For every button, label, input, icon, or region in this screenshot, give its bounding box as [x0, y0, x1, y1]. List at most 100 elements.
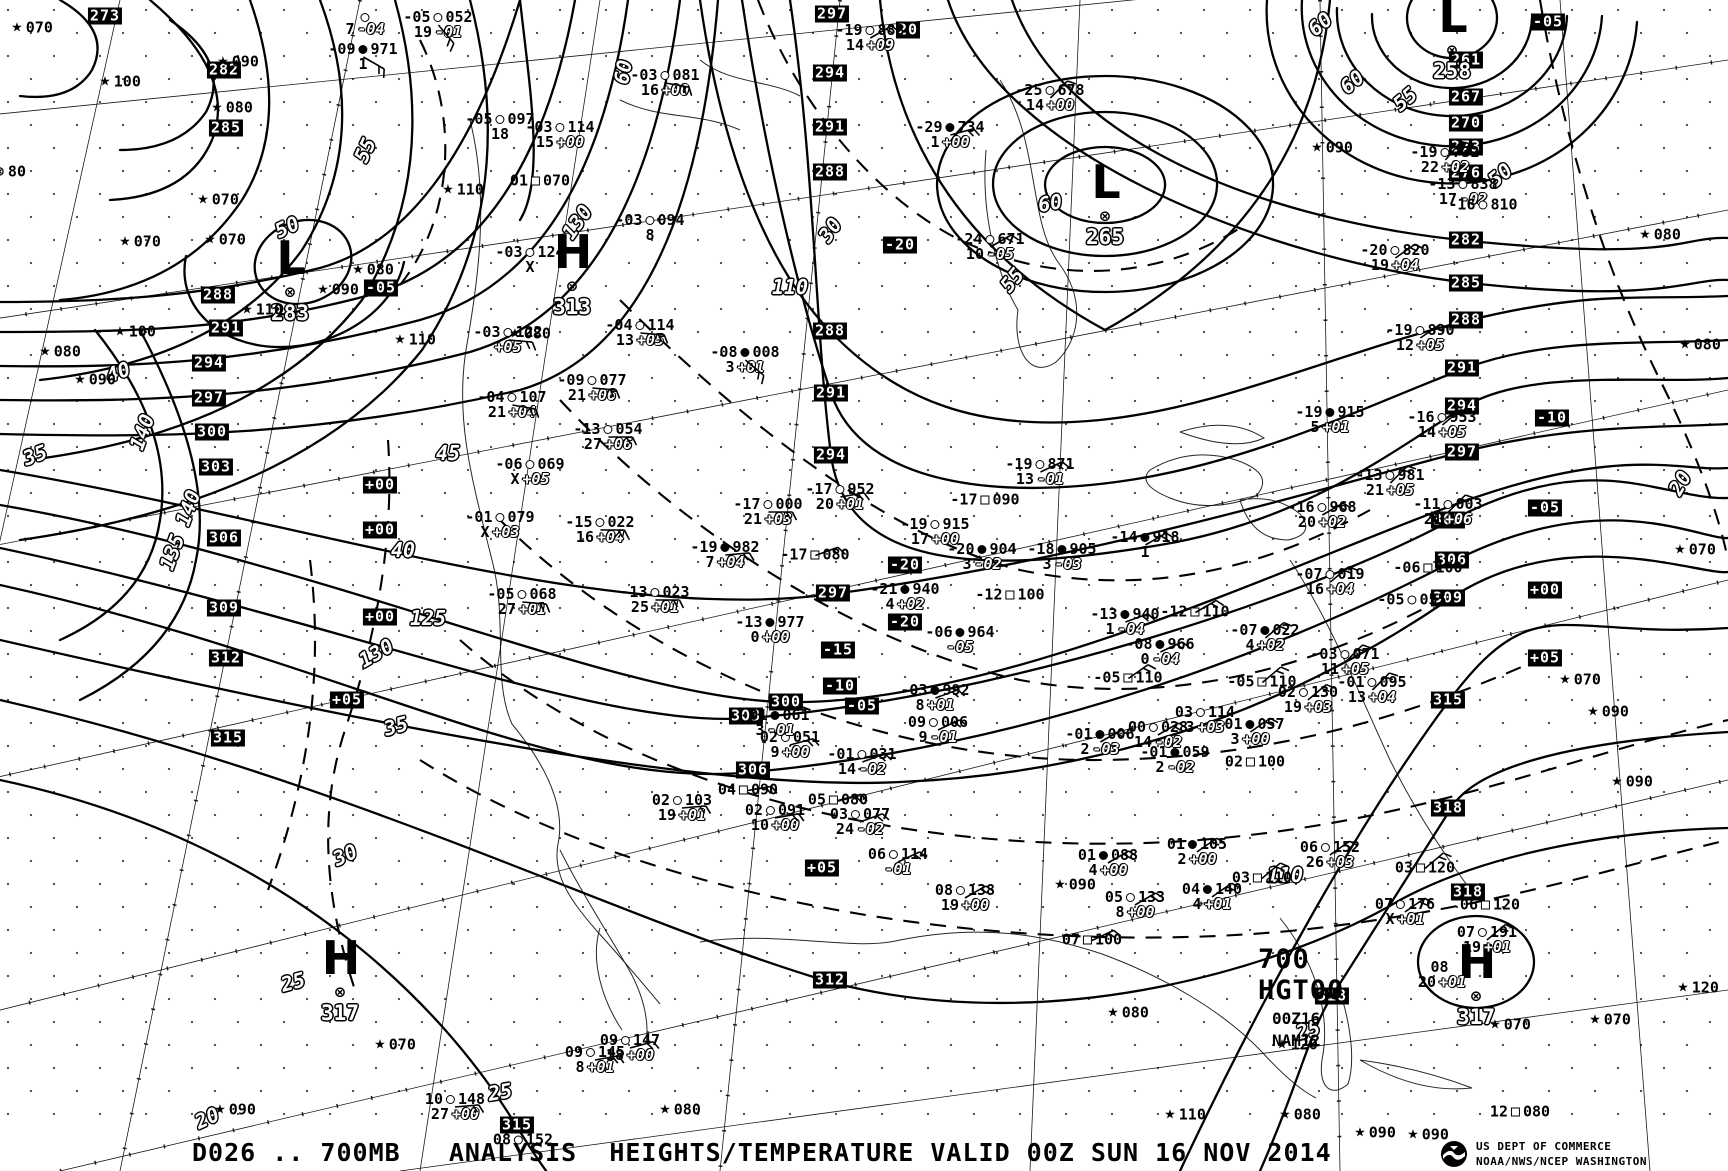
- station-dewpoint: -01: [767, 721, 795, 739]
- station-dewpoint: -01: [884, 860, 912, 878]
- center-glyph: L: [1091, 155, 1120, 209]
- station-wind: 21: [1423, 510, 1442, 528]
- station-plot: ★ 070: [1674, 542, 1716, 558]
- station-dewpoint: +03: [492, 523, 520, 541]
- station-wind: 21: [567, 386, 586, 404]
- station-height: 080: [53, 342, 81, 361]
- station-symbol: [1035, 460, 1045, 469]
- station-symbol: [770, 711, 780, 720]
- station-plot: -21 940 4 +02: [870, 582, 939, 612]
- station-symbol: [495, 513, 505, 522]
- station-plot: ★ 070: [1489, 1017, 1531, 1033]
- station-height: 070: [133, 232, 161, 251]
- station-plot: -01 059 2 -02: [1140, 745, 1209, 775]
- wind-barb-icon: [1211, 882, 1240, 898]
- station-plot: -06 100: [1393, 560, 1462, 576]
- wind-barb-icon: [1099, 729, 1129, 743]
- wind-barb-icon: [861, 753, 892, 763]
- station-dewpoint: +00: [1127, 903, 1155, 921]
- station-symbol: [1320, 843, 1330, 852]
- station-symbol: [445, 1095, 455, 1104]
- station-plot: 05 133 8 +00: [1105, 890, 1165, 920]
- wind-barb-icon: [362, 56, 385, 78]
- station-temp: -06: [495, 455, 523, 473]
- station-dewpoint: +01: [1204, 895, 1232, 913]
- product-level: 700: [1258, 944, 1310, 975]
- station-height: 732: [1452, 143, 1480, 161]
- station-temp: -18: [1027, 540, 1055, 558]
- station-height: 070: [25, 18, 53, 37]
- boxed-label: 297: [1444, 442, 1480, 461]
- station-plot: -09 971 1: [328, 42, 398, 78]
- contour-label: 45: [435, 441, 461, 465]
- station-symbol: [513, 1135, 523, 1145]
- station-height: 070: [1573, 670, 1601, 689]
- station-symbol: [1437, 413, 1447, 422]
- station-height: 070: [388, 1035, 416, 1054]
- station-height: 090: [231, 52, 259, 71]
- wind-barb-icon: [1424, 851, 1452, 869]
- station-symbol: [1367, 678, 1377, 687]
- boxed-label: 300: [194, 422, 230, 441]
- station-temp: -13: [620, 583, 648, 601]
- station-dewpoint: +00: [931, 530, 960, 548]
- station-wind: 16: [575, 528, 594, 546]
- station-symbol-star: ★: [39, 344, 51, 360]
- station-wind: 10: [750, 816, 769, 834]
- center-value: 265: [1086, 225, 1124, 249]
- station-temp: -03: [525, 118, 553, 136]
- station-wind: 27: [497, 600, 516, 618]
- station-wind: 11: [1320, 660, 1339, 678]
- station-dewpoint: +00: [1046, 96, 1075, 114]
- boxed-label: 267: [1448, 87, 1484, 106]
- station-symbol: [955, 886, 965, 895]
- station-plot: 06 114 -01: [868, 847, 928, 877]
- boxed-label: +00: [362, 475, 398, 494]
- wind-barb-icon: [1194, 599, 1224, 613]
- station-plot: 08 20 +01: [1418, 960, 1466, 990]
- boxed-label: 291: [813, 383, 849, 402]
- station-plot: -01 095 13 +04: [1337, 672, 1407, 705]
- wind-barb-icon: [507, 339, 536, 351]
- boxed-label: 300: [768, 692, 804, 711]
- pressure-center-h: H ⊗ 317: [321, 931, 360, 1025]
- station-symbol: [765, 806, 775, 815]
- station-plot: ★ 090: [1611, 774, 1653, 790]
- station-height: 100: [113, 72, 141, 91]
- contour-label: 20: [1663, 466, 1697, 500]
- station-height: 059: [1182, 743, 1210, 761]
- station-symbol: [1443, 500, 1453, 509]
- station-wind: 19: [940, 896, 959, 914]
- station-wind: X: [1385, 910, 1395, 928]
- station-plot: 04 140 4 +01: [1182, 882, 1242, 912]
- station-temp: 01: [509, 171, 528, 190]
- station-temp: -03: [630, 66, 658, 84]
- station-height: 090: [331, 280, 359, 299]
- station-dewpoint: +06: [604, 435, 633, 453]
- station-plot: -06 069 X +05: [495, 457, 564, 487]
- temperature-contours: [267, 0, 1728, 991]
- station-temp: -01: [465, 508, 493, 526]
- station-wind: 4: [1192, 895, 1202, 913]
- station-symbol: [1245, 720, 1255, 729]
- station-wind: 1: [1105, 620, 1115, 638]
- station-temp: -05: [465, 110, 493, 128]
- station-height: 147: [632, 1031, 661, 1049]
- center-fix-icon: ⊗: [565, 277, 579, 295]
- wind-barb-icon: [1049, 80, 1076, 99]
- station-dewpoint: +00: [762, 628, 790, 646]
- station-symbol: [555, 123, 565, 132]
- station-wind: 13: [1015, 470, 1034, 488]
- boxed-label: 315: [210, 728, 246, 747]
- station-plot: -03 081 16 +00: [630, 68, 699, 98]
- station-temp: -19: [900, 515, 928, 533]
- station-temp: -04: [605, 316, 633, 334]
- station-temp: 06: [1459, 895, 1478, 914]
- boxed-label: 297: [191, 388, 227, 407]
- station-wind: 22: [1420, 158, 1439, 176]
- station-symbol: [1390, 246, 1400, 255]
- station-symbol: [930, 520, 940, 529]
- station-symbol: [1415, 326, 1425, 335]
- station-plot: 02 130 19 +03: [1278, 683, 1338, 715]
